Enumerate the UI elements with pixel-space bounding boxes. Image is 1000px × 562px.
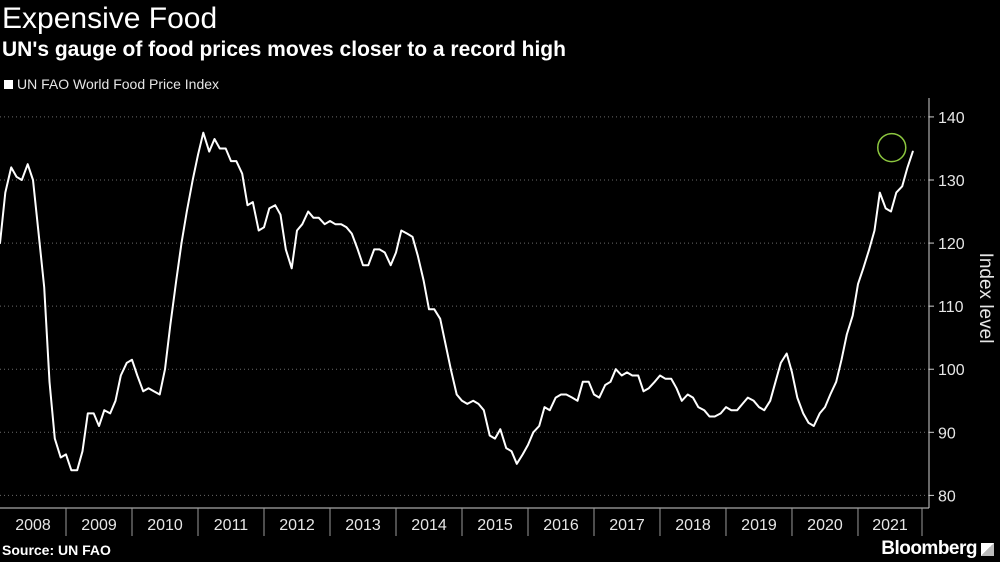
x-tick-label-2017: 2017 [609,517,645,534]
series-line-0 [0,131,914,472]
y-tick-label-130: 130 [938,173,965,190]
x-tick-label-2014: 2014 [411,517,447,534]
x-tick-label-2013: 2013 [345,517,381,534]
x-tick-label-2012: 2012 [279,517,315,534]
legend-swatch [4,79,13,89]
chart-title: Expensive Food [2,2,218,35]
y-tick-label-120: 120 [938,236,965,253]
y-tick-label-90: 90 [938,425,956,442]
x-tick-label-2008: 2008 [15,517,51,534]
legend-label: UN FAO World Food Price Index [17,76,220,92]
y-tick-label-80: 80 [938,488,956,505]
y-tick-label-140: 140 [938,110,965,127]
bloomberg-mark-icon [981,542,994,556]
x-tick-label-2016: 2016 [543,517,579,534]
y-tick-label-110: 110 [938,299,964,316]
x-tick-label-2019: 2019 [741,517,777,534]
source-note: Source: UN FAO [2,542,111,558]
x-tick-label-2011: 2011 [214,517,249,534]
x-tick-label-2009: 2009 [81,517,117,534]
chart-subtitle: UN's gauge of food prices moves closer t… [2,38,566,61]
x-tick-label-2010: 2010 [147,517,183,534]
y-tick-label-100: 100 [938,362,965,379]
x-tick-label-2021: 2021 [872,517,908,534]
brand-name: Bloomberg [881,538,977,559]
y-axis-label: Index level [975,253,996,344]
legend: UN FAO World Food Price Index [4,76,219,92]
x-tick-label-2018: 2018 [675,517,711,534]
bloomberg-logo: Bloomberg [881,538,994,560]
highlight-circle [877,132,907,163]
x-tick-label-2020: 2020 [807,517,843,534]
x-tick-label-2015: 2015 [477,517,513,534]
